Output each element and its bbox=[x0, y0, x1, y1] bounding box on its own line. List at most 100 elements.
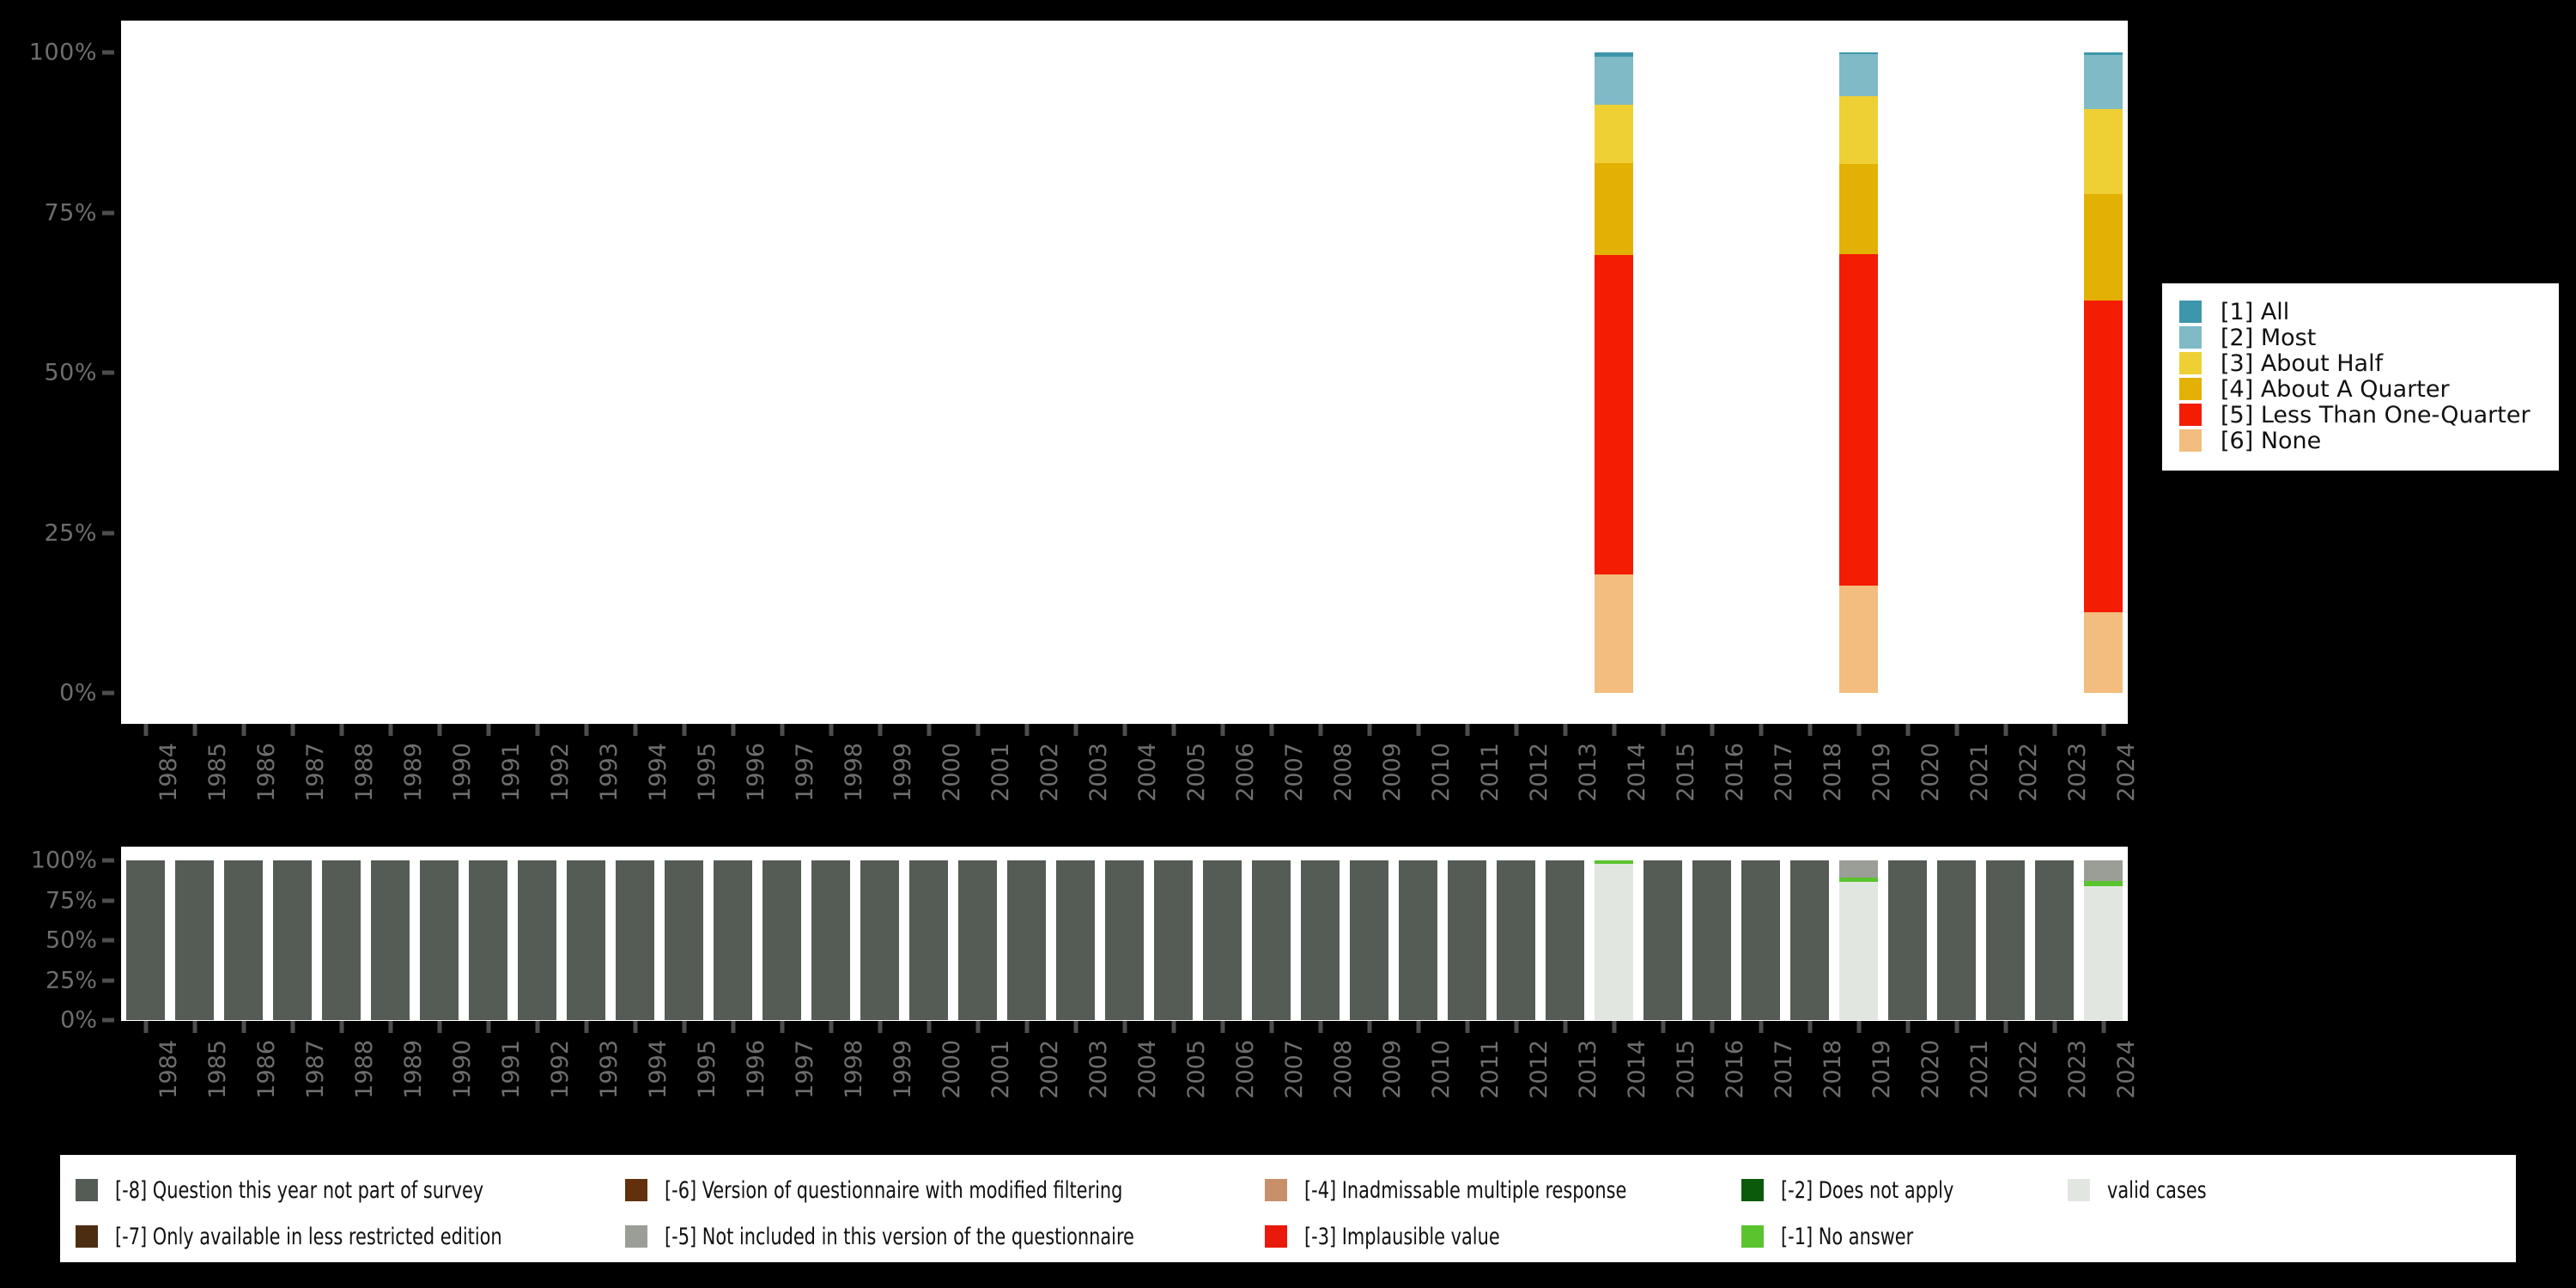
availability-bar-stack bbox=[469, 860, 507, 1020]
availability-x-tick-mark bbox=[1856, 1021, 1861, 1033]
availability-legend-label: [-6] Version of questionnaire with modif… bbox=[665, 1176, 1123, 1204]
availability-bar-2016 bbox=[1692, 860, 1731, 1020]
availability-x-tick-label: 2016 bbox=[1721, 1040, 1748, 1099]
legend-swatch-icon bbox=[2179, 429, 2202, 452]
availability-x-tick-mark bbox=[780, 1021, 784, 1033]
main-x-tick-mark bbox=[339, 724, 343, 736]
legend-swatch-icon bbox=[2179, 378, 2202, 400]
availability-bar-stack bbox=[1203, 860, 1242, 1020]
availability-bar-segment bbox=[958, 860, 997, 1020]
main-x-tick-mark bbox=[1416, 724, 1420, 736]
availability-bar-segment bbox=[1986, 860, 2025, 1020]
main-x-tick-label: 2023 bbox=[2063, 743, 2091, 802]
main-x-tick-label: 2003 bbox=[1084, 743, 1112, 802]
availability-bar-segment bbox=[1790, 860, 1829, 1020]
availability-bar-stack bbox=[518, 860, 556, 1020]
availability-x-tick-label: 2020 bbox=[1917, 1040, 1944, 1099]
main-x-tick-label: 1984 bbox=[155, 743, 182, 802]
main-x-tick-mark bbox=[1710, 724, 1714, 736]
availability-bar-1985 bbox=[175, 860, 214, 1020]
availability-x-tick-label: 2005 bbox=[1182, 1040, 1210, 1099]
availability-bar-stack bbox=[2035, 860, 2074, 1020]
availability-y-tick-mark bbox=[102, 978, 114, 982]
availability-x-tick-mark bbox=[682, 1021, 686, 1033]
bar-segment bbox=[1839, 54, 1878, 97]
availability-bar-segment bbox=[2035, 860, 2074, 1020]
availability-bar-stack bbox=[1105, 860, 1144, 1020]
availability-x-tick-label: 1998 bbox=[840, 1040, 867, 1099]
bar-segment bbox=[1839, 253, 1878, 586]
main-x-tick-label: 2002 bbox=[1036, 743, 1063, 802]
availability-bar-2012 bbox=[1497, 860, 1535, 1020]
main-x-tick-label: 2008 bbox=[1329, 743, 1357, 802]
bar-segment bbox=[2084, 108, 2123, 194]
bar-segment bbox=[1839, 96, 1878, 165]
main-y-tick-mark bbox=[102, 50, 114, 55]
availability-bar-stack bbox=[1350, 860, 1388, 1020]
availability-bar-segment bbox=[1301, 860, 1340, 1020]
availability-x-tick-label: 2017 bbox=[1770, 1040, 1797, 1099]
availability-x-tick-label: 1988 bbox=[350, 1040, 378, 1099]
availability-x-tick-mark bbox=[1661, 1021, 1665, 1033]
main-x-tick-mark bbox=[1661, 724, 1665, 736]
availability-bar-2024 bbox=[2084, 860, 2123, 1020]
main-x-tick-label: 1988 bbox=[350, 743, 378, 802]
availability-x-tick-label: 1985 bbox=[204, 1040, 231, 1099]
main-x-tick-label: 2015 bbox=[1672, 743, 1699, 802]
availability-legend: [-8] Question this year not part of surv… bbox=[60, 1155, 2516, 1262]
availability-bar-2019 bbox=[1839, 860, 1878, 1020]
bar-group-2019 bbox=[1839, 52, 1878, 693]
availability-bar-1997 bbox=[762, 860, 801, 1020]
bar-segment bbox=[1839, 164, 1878, 254]
main-x-tick-label: 2014 bbox=[1623, 743, 1650, 802]
availability-x-tick-mark bbox=[584, 1021, 588, 1033]
availability-bar-stack bbox=[860, 860, 899, 1020]
main-x-tick-mark bbox=[241, 724, 246, 736]
availability-x-tick-label: 2018 bbox=[1819, 1040, 1846, 1099]
availability-bar-segment bbox=[1741, 860, 1780, 1020]
availability-bar-stack bbox=[371, 860, 410, 1020]
series-legend-label: [5] Less Than One-Quarter bbox=[2221, 401, 2530, 428]
main-x-tick-mark bbox=[1024, 724, 1029, 736]
main-x-tick-label: 2013 bbox=[1574, 743, 1601, 802]
availability-bar-1991 bbox=[469, 860, 507, 1020]
main-x-tick-label: 2010 bbox=[1427, 743, 1455, 802]
main-x-tick-mark bbox=[2101, 724, 2105, 736]
availability-x-tick-mark bbox=[486, 1021, 490, 1033]
main-plot-area bbox=[121, 21, 2128, 724]
series-legend-item: [4] About A Quarter bbox=[2179, 376, 2542, 403]
bar-segment bbox=[1839, 52, 1878, 55]
availability-bar-2008 bbox=[1301, 860, 1340, 1020]
availability-legend-label: [-4] Inadmissable multiple response bbox=[1304, 1176, 1627, 1204]
availability-x-tick-label: 1993 bbox=[595, 1040, 623, 1099]
availability-bar-stack bbox=[1056, 860, 1095, 1020]
bar-segment bbox=[1595, 57, 1633, 106]
availability-legend-grid: [-8] Question this year not part of surv… bbox=[76, 1167, 2500, 1260]
availability-bar-2001 bbox=[958, 860, 997, 1020]
main-x-tick-label: 2017 bbox=[1770, 743, 1797, 802]
legend-swatch-icon bbox=[2179, 404, 2202, 426]
availability-bar-segment bbox=[1692, 860, 1731, 1020]
main-x-tick-mark bbox=[2052, 724, 2057, 736]
availability-x-tick-label: 2012 bbox=[1525, 1040, 1552, 1099]
availability-bar-stack bbox=[1692, 860, 1731, 1020]
main-x-tick-mark bbox=[1807, 724, 1812, 736]
availability-legend-label: [-5] Not included in this version of the… bbox=[665, 1223, 1134, 1250]
main-x-tick-mark bbox=[1612, 724, 1616, 736]
main-y-tick-label: 100% bbox=[28, 39, 97, 66]
series-legend-item: [6] None bbox=[2179, 428, 2542, 454]
availability-x-tick-mark bbox=[388, 1021, 392, 1033]
availability-bar-stack bbox=[224, 860, 263, 1020]
availability-legend-item: [-6] Version of questionnaire with modif… bbox=[625, 1167, 1265, 1213]
availability-x-tick-mark bbox=[878, 1021, 882, 1033]
legend-swatch-icon bbox=[76, 1225, 98, 1248]
availability-bar-stack bbox=[567, 860, 605, 1020]
availability-x-tick-mark bbox=[975, 1021, 980, 1033]
main-x-tick-label: 2011 bbox=[1476, 743, 1504, 802]
availability-bar-segment bbox=[567, 860, 605, 1020]
availability-bar-stack bbox=[1301, 860, 1340, 1020]
availability-x-tick-mark bbox=[1514, 1021, 1518, 1033]
main-x-tick-mark bbox=[1514, 724, 1518, 736]
availability-x-tick-label: 1986 bbox=[252, 1040, 280, 1099]
